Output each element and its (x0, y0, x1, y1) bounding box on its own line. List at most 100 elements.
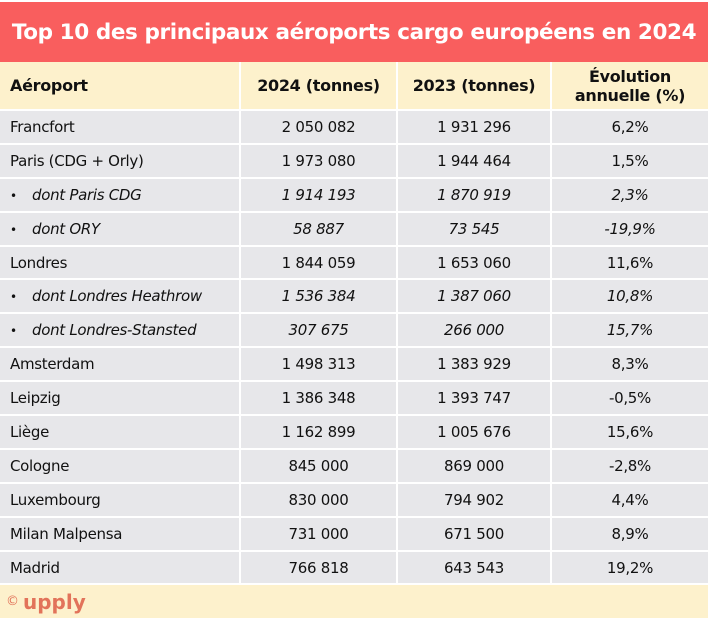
cell-evolution: 4,4% (551, 481, 708, 518)
cell-2023: 1 393 747 (397, 380, 552, 417)
cell-2023: 671 500 (397, 515, 552, 552)
cell-airport-text: Francfort (10, 117, 75, 136)
cell-2024: 1 844 059 (240, 244, 398, 281)
table-row: Paris (CDG + Orly) 1 973 080 1 944 464 1,5% (0, 142, 708, 179)
cell-2024-text: 1 536 384 (281, 287, 356, 306)
cell-airport: Cologne (0, 447, 241, 484)
cell-airport-text: Luxembourg (10, 490, 101, 509)
cell-2024: 307 675 (240, 312, 398, 349)
cell-evolution-text: -2,8% (608, 456, 652, 475)
cell-2023-text: 1 944 464 (437, 151, 511, 170)
table-row: Amsterdam 1 498 313 1 383 929 8,3% (0, 346, 708, 383)
bullet-icon: • (10, 324, 17, 339)
cell-evolution: 2,3% (551, 176, 708, 213)
cell-2024: 2 050 082 (240, 109, 398, 145)
table-row: Liège 1 162 899 1 005 676 15,6% (0, 414, 708, 450)
table-row: Londres 1 844 059 1 653 060 11,6% (0, 244, 708, 281)
cell-2024-text: 1 498 313 (281, 355, 356, 374)
cell-airport-text: Cologne (10, 456, 70, 475)
table-row: Francfort 2 050 082 1 931 296 6,2% (0, 109, 708, 145)
cell-2024-text: 1 162 899 (281, 422, 356, 441)
bullet-icon: • (10, 222, 17, 237)
table-row: Madrid 766 818 643 543 19,2% (0, 549, 708, 586)
cell-airport: Madrid (0, 549, 241, 586)
table-row: Milan Malpensa 731 000 671 500 8,9% (0, 515, 708, 552)
copyright-symbol: © (6, 594, 19, 610)
cell-2023-text: 1 387 060 (437, 287, 511, 306)
cell-2024: 766 818 (240, 549, 398, 586)
upply-logo: upply (23, 589, 86, 614)
cell-2024-text: 1 914 193 (281, 185, 356, 204)
cell-2024: 845 000 (240, 447, 398, 484)
cell-2024: 830 000 (240, 481, 398, 518)
cell-airport: • dont Londres-Stansted (0, 312, 241, 349)
cell-2023-text: 266 000 (444, 321, 504, 340)
cell-2023-text: 1 653 060 (437, 253, 511, 272)
cell-2023: 794 902 (397, 481, 552, 518)
cell-2024: 731 000 (240, 515, 398, 552)
header-evolution: Évolution annuelle (%) (551, 62, 708, 110)
cell-2024-text: 766 818 (288, 558, 349, 577)
cell-evolution: 10,8% (551, 278, 708, 315)
cell-airport: Paris (CDG + Orly) (0, 142, 241, 179)
cell-2023-text: 73 545 (448, 219, 500, 238)
cell-airport: Francfort (0, 109, 241, 145)
cell-evolution-text: 10,8% (606, 287, 654, 306)
cell-airport: Amsterdam (0, 346, 241, 383)
cell-2023: 1 005 676 (397, 414, 552, 450)
header-evolution-line1: Évolution (588, 66, 672, 86)
table-row: • dont ORY 58 887 73 545 -19,9% (0, 210, 708, 247)
cell-2024: 1 162 899 (240, 414, 398, 450)
footer: © upply (0, 585, 708, 619)
cell-2023: 1 870 919 (397, 176, 552, 213)
cell-2023: 869 000 (397, 447, 552, 484)
cell-2023-text: 671 500 (444, 524, 504, 543)
cell-evolution: -19,9% (551, 210, 708, 247)
cell-evolution: 15,6% (551, 414, 708, 450)
cell-evolution-text: 2,3% (611, 185, 649, 204)
table-row: • dont Paris CDG 1 914 193 1 870 919 2,3% (0, 176, 708, 213)
cell-evolution-text: 19,2% (606, 558, 654, 577)
cell-evolution-text: -19,9% (604, 219, 656, 238)
cell-airport: Londres (0, 244, 241, 281)
cell-2024: 58 887 (240, 210, 398, 247)
cell-2023-text: 869 000 (444, 456, 504, 475)
cell-evolution-text: -0,5% (608, 389, 652, 408)
cell-airport-text: dont Paris CDG (32, 185, 142, 204)
header-row: Aéroport 2024 (tonnes) 2023 (tonnes) Évo… (0, 62, 708, 110)
header-2023: 2023 (tonnes) (397, 62, 552, 110)
cell-2023: 643 543 (397, 549, 552, 586)
table-row: Cologne 845 000 869 000 -2,8% (0, 447, 708, 484)
cell-airport-text: Madrid (10, 558, 60, 577)
cell-2023: 73 545 (397, 210, 552, 247)
cell-airport-text: Amsterdam (10, 355, 95, 374)
cell-evolution: 6,2% (551, 109, 708, 145)
cell-evolution-text: 15,6% (606, 422, 654, 441)
cell-2023-text: 1 931 296 (437, 117, 511, 136)
cell-evolution: 8,9% (551, 515, 708, 552)
cell-evolution-text: 11,6% (606, 253, 654, 272)
cell-2023-text: 643 543 (444, 558, 504, 577)
cell-2023-text: 794 902 (444, 490, 504, 509)
cell-airport-text: Milan Malpensa (10, 524, 123, 543)
cell-airport-text: Londres (10, 253, 68, 272)
cell-2024-text: 2 050 082 (281, 117, 356, 136)
cell-airport-text: dont ORY (32, 219, 100, 238)
cargo-airports-table: Aéroport 2024 (tonnes) 2023 (tonnes) Évo… (0, 62, 708, 586)
cell-evolution-text: 15,7% (606, 321, 654, 340)
cell-2024-text: 1 973 080 (281, 151, 356, 170)
cell-evolution: -2,8% (551, 447, 708, 484)
table-row: • dont Londres Heathrow 1 536 384 1 387 060… (0, 278, 708, 315)
cell-2023: 1 931 296 (397, 109, 552, 145)
cell-2023: 1 653 060 (397, 244, 552, 281)
header-evolution-line2: annuelle (%) (574, 85, 686, 105)
cell-airport-text: Liège (10, 422, 50, 441)
cell-2023: 1 387 060 (397, 278, 552, 315)
cell-evolution: -0,5% (551, 380, 708, 417)
cell-airport: • dont ORY (0, 210, 241, 247)
header-airport: Aéroport (0, 62, 241, 110)
cell-evolution-text: 8,9% (611, 524, 649, 543)
cell-evolution: 19,2% (551, 549, 708, 586)
cell-evolution-text: 6,2% (611, 117, 649, 136)
cell-evolution: 8,3% (551, 346, 708, 383)
